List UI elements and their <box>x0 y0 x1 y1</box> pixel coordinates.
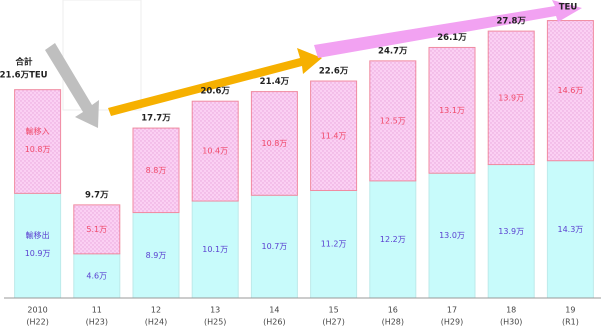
x-tick-sublabel: (H23) <box>86 318 108 327</box>
value-label: 13.0万 <box>439 231 465 240</box>
value-label: 10.7万 <box>261 242 287 251</box>
x-tick-label: 17 <box>447 306 457 315</box>
value-label: 10.8万 <box>25 145 51 154</box>
total-label: 21.6万TEU <box>0 71 48 81</box>
value-label: 12.2万 <box>380 235 406 244</box>
bar-segment <box>546 20 594 162</box>
x-tick-sublabel: (H29) <box>441 318 463 327</box>
x-tick-label: 18 <box>506 306 516 315</box>
total-label: 21.4万 <box>260 77 290 87</box>
value-label: 5.1万 <box>86 225 107 234</box>
total-title: 合計 <box>14 57 33 68</box>
value-label: 10.4万 <box>202 147 228 156</box>
bar-segment <box>487 30 535 166</box>
growth-arrow <box>108 48 322 116</box>
bar-segment <box>369 180 417 299</box>
series-name: 輸移入 <box>26 126 50 136</box>
x-tick-label: 2010 <box>27 306 47 315</box>
value-label: 10.8万 <box>261 139 287 148</box>
value-label: 10.1万 <box>202 245 228 254</box>
x-tick-sublabel: (H24) <box>145 318 167 327</box>
total-label: 20.6万 <box>200 87 230 97</box>
bar-segment <box>14 89 62 194</box>
total-label: 24.7万 <box>378 46 408 56</box>
value-label: 13.1万 <box>439 106 465 115</box>
annotation: TEU <box>559 3 578 13</box>
bar-segment <box>369 60 417 182</box>
x-tick-sublabel: (H26) <box>263 318 285 327</box>
total-label: 9.7万 <box>85 190 109 200</box>
x-tick-sublabel: (R1) <box>562 318 579 327</box>
value-label: 4.6万 <box>86 271 107 280</box>
total-label: 17.7万 <box>141 114 171 124</box>
total-label: 27.8万 <box>496 17 526 27</box>
bar-segment <box>132 212 180 299</box>
value-label: 13.9万 <box>498 227 524 236</box>
x-tick-label: 19 <box>565 306 575 315</box>
bar-segment <box>250 91 298 196</box>
value-label: 13.9万 <box>498 93 524 102</box>
value-label: 14.3万 <box>557 225 583 234</box>
bar-segment <box>428 172 476 299</box>
x-tick-label: 16 <box>388 306 398 315</box>
decline-arrow <box>45 43 99 128</box>
value-label: 10.9万 <box>25 249 51 258</box>
value-label: 14.6万 <box>557 86 583 95</box>
growth-arrow-pink <box>314 0 582 58</box>
total-label: 26.1万 <box>437 33 467 43</box>
value-label: 8.8万 <box>146 166 167 175</box>
series-name: 輸移出 <box>26 230 50 240</box>
bar-segment <box>73 204 121 255</box>
bar-segment <box>546 160 594 299</box>
x-tick-sublabel: (H28) <box>382 318 404 327</box>
bar-segment <box>132 127 180 214</box>
total-label: 22.6万 <box>319 67 349 77</box>
x-tick-sublabel: (H22) <box>26 318 48 327</box>
x-tick-sublabel: (H27) <box>322 318 344 327</box>
value-label: 11.2万 <box>321 240 347 249</box>
value-label: 12.5万 <box>380 116 406 125</box>
bar-segment <box>428 46 476 174</box>
x-tick-sublabel: (H30) <box>500 318 522 327</box>
x-tick-label: 15 <box>329 306 339 315</box>
x-tick-label: 12 <box>151 306 161 315</box>
bar-segment <box>310 80 358 191</box>
value-label: 11.4万 <box>321 131 347 140</box>
bar-segment <box>310 189 358 299</box>
bar-segment <box>191 100 239 202</box>
bar-segment <box>14 192 62 299</box>
value-label: 8.9万 <box>146 251 167 260</box>
x-tick-label: 14 <box>269 306 279 315</box>
x-tick-label: 13 <box>210 306 220 315</box>
x-tick-sublabel: (H25) <box>204 318 226 327</box>
x-tick-label: 11 <box>92 306 102 315</box>
bars: 10.9万 輸移出 10.8万 輸移入 4.6万 5.1万 8.9万 8.8万 10.1万 10.… <box>14 20 594 299</box>
